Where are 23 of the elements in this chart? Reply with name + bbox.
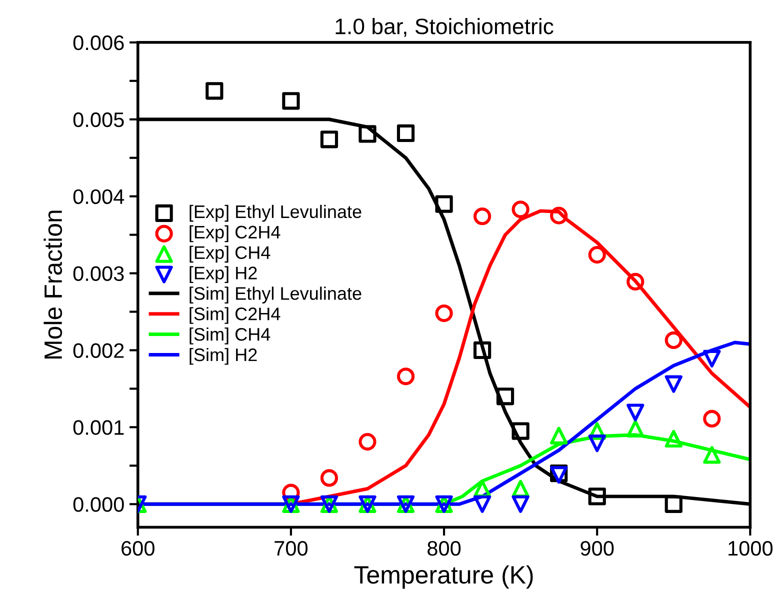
legend-label: [Exp] CH4 xyxy=(190,246,270,263)
y-tick-label: 0.003 xyxy=(73,266,124,282)
y-axis-title: Mole Fraction xyxy=(44,210,62,358)
x-tick-label: 900 xyxy=(580,540,614,556)
legend-label: [Exp] Ethyl Levulinate xyxy=(190,204,362,222)
legend-label: [Sim] C2H4 xyxy=(190,307,280,324)
y-tick-label: 0.002 xyxy=(73,343,124,358)
y-tick-label: 0.004 xyxy=(73,189,124,204)
legend-label: [Sim] Ethyl Levulinate xyxy=(190,286,362,304)
chart-title: 1.0 bar, Stoichiometric xyxy=(336,18,554,37)
x-tick-label: 1000 xyxy=(728,540,773,556)
legend-label: [Sim] H2 xyxy=(190,348,257,365)
y-tick-label: 0.001 xyxy=(73,420,124,435)
y-tick-label: 0.005 xyxy=(73,112,124,128)
y-tick-label: 0.006 xyxy=(73,35,124,50)
x-tick-label: 600 xyxy=(122,540,154,556)
x-tick-label: 700 xyxy=(274,540,308,556)
x-tick-label: 800 xyxy=(428,540,461,556)
legend-label: [Sim] CH4 xyxy=(190,328,270,344)
legend-label: [Exp] H2 xyxy=(190,266,257,284)
y-tick-label: 0.000 xyxy=(73,497,124,512)
legend-label: [Exp] C2H4 xyxy=(190,225,280,242)
x-axis-title: Temperature (K) xyxy=(354,565,533,589)
